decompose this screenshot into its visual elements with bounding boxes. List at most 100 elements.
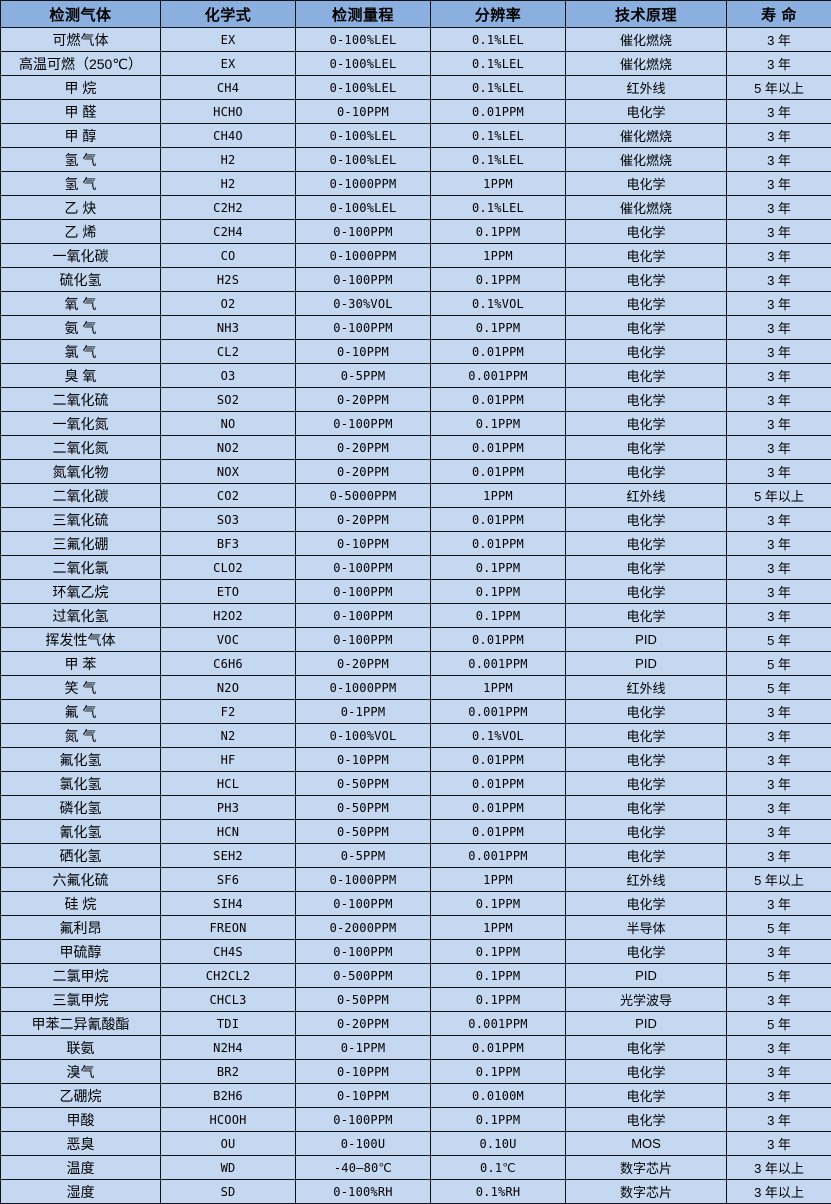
- cell-life: 3 年: [727, 388, 831, 412]
- cell-range: 0-100%RH: [296, 1180, 431, 1204]
- cell-resolution: 0.1%RH: [431, 1180, 566, 1204]
- cell-life: 5 年: [727, 676, 831, 700]
- cell-tech: 电化学: [566, 772, 727, 796]
- cell-formula: N2O: [161, 676, 296, 700]
- cell-formula: CH4O: [161, 124, 296, 148]
- cell-formula: ETO: [161, 580, 296, 604]
- cell-gas: 硅 烷: [1, 892, 161, 916]
- cell-gas: 过氧化氢: [1, 604, 161, 628]
- cell-tech: 红外线: [566, 676, 727, 700]
- cell-formula: CO: [161, 244, 296, 268]
- cell-formula: NOX: [161, 460, 296, 484]
- cell-tech: 红外线: [566, 868, 727, 892]
- cell-formula: WD: [161, 1156, 296, 1180]
- cell-life: 3 年: [727, 748, 831, 772]
- cell-formula: CH4S: [161, 940, 296, 964]
- cell-resolution: 0.001PPM: [431, 652, 566, 676]
- cell-formula: BF3: [161, 532, 296, 556]
- cell-range: 0-20PPM: [296, 1012, 431, 1036]
- cell-life: 5 年以上: [727, 76, 831, 100]
- cell-gas: 挥发性气体: [1, 628, 161, 652]
- cell-gas: 硒化氢: [1, 844, 161, 868]
- cell-resolution: 0.01PPM: [431, 436, 566, 460]
- cell-range: 0-100PPM: [296, 940, 431, 964]
- cell-formula: C2H4: [161, 220, 296, 244]
- cell-tech: PID: [566, 652, 727, 676]
- cell-tech: 电化学: [566, 556, 727, 580]
- cell-gas: 可燃气体: [1, 28, 161, 52]
- cell-life: 5 年: [727, 916, 831, 940]
- cell-resolution: 0.01PPM: [431, 748, 566, 772]
- cell-tech: 电化学: [566, 1060, 727, 1084]
- cell-tech: PID: [566, 628, 727, 652]
- cell-life: 3 年: [727, 532, 831, 556]
- cell-resolution: 0.1PPM: [431, 988, 566, 1012]
- cell-range: 0-10PPM: [296, 340, 431, 364]
- cell-life: 3 年: [727, 772, 831, 796]
- cell-life: 3 年: [727, 196, 831, 220]
- cell-tech: 电化学: [566, 1108, 727, 1132]
- cell-life: 3 年以上: [727, 1156, 831, 1180]
- cell-resolution: 0.1PPM: [431, 964, 566, 988]
- cell-range: 0-50PPM: [296, 772, 431, 796]
- cell-gas: 氯化氢: [1, 772, 161, 796]
- cell-life: 3 年: [727, 220, 831, 244]
- cell-life: 3 年: [727, 316, 831, 340]
- cell-range: 0-500PPM: [296, 964, 431, 988]
- cell-formula: PH3: [161, 796, 296, 820]
- cell-formula: N2: [161, 724, 296, 748]
- cell-formula: HF: [161, 748, 296, 772]
- cell-range: 0-50PPM: [296, 820, 431, 844]
- cell-range: 0-20PPM: [296, 652, 431, 676]
- cell-range: 0-100PPM: [296, 316, 431, 340]
- cell-resolution: 0.1PPM: [431, 580, 566, 604]
- cell-resolution: 1PPM: [431, 484, 566, 508]
- cell-life: 3 年: [727, 364, 831, 388]
- cell-range: 0-100PPM: [296, 556, 431, 580]
- cell-life: 3 年: [727, 148, 831, 172]
- cell-formula: BR2: [161, 1060, 296, 1084]
- cell-gas: 甲 醛: [1, 100, 161, 124]
- cell-gas: 二氧化氮: [1, 436, 161, 460]
- cell-gas: 三氟化硼: [1, 532, 161, 556]
- cell-resolution: 0.001PPM: [431, 364, 566, 388]
- cell-gas: 一氧化碳: [1, 244, 161, 268]
- cell-range: 0-100PPM: [296, 220, 431, 244]
- cell-life: 3 年: [727, 844, 831, 868]
- cell-resolution: 0.1%VOL: [431, 724, 566, 748]
- cell-gas: 氟利昂: [1, 916, 161, 940]
- cell-formula: H2: [161, 172, 296, 196]
- cell-life: 3 年: [727, 1108, 831, 1132]
- cell-gas: 二氧化氯: [1, 556, 161, 580]
- cell-tech: 电化学: [566, 700, 727, 724]
- cell-formula: H2S: [161, 268, 296, 292]
- column-header-range: 检测量程: [296, 1, 431, 28]
- cell-tech: 数字芯片: [566, 1180, 727, 1204]
- cell-life: 3 年: [727, 340, 831, 364]
- column-header-tech: 技术原理: [566, 1, 727, 28]
- cell-tech: 电化学: [566, 364, 727, 388]
- cell-life: 3 年: [727, 556, 831, 580]
- cell-range: 0-100PPM: [296, 268, 431, 292]
- cell-gas: 二氧化硫: [1, 388, 161, 412]
- cell-tech: 电化学: [566, 1084, 727, 1108]
- cell-life: 3 年: [727, 1132, 831, 1156]
- cell-gas: 氨 气: [1, 316, 161, 340]
- cell-gas: 乙 烯: [1, 220, 161, 244]
